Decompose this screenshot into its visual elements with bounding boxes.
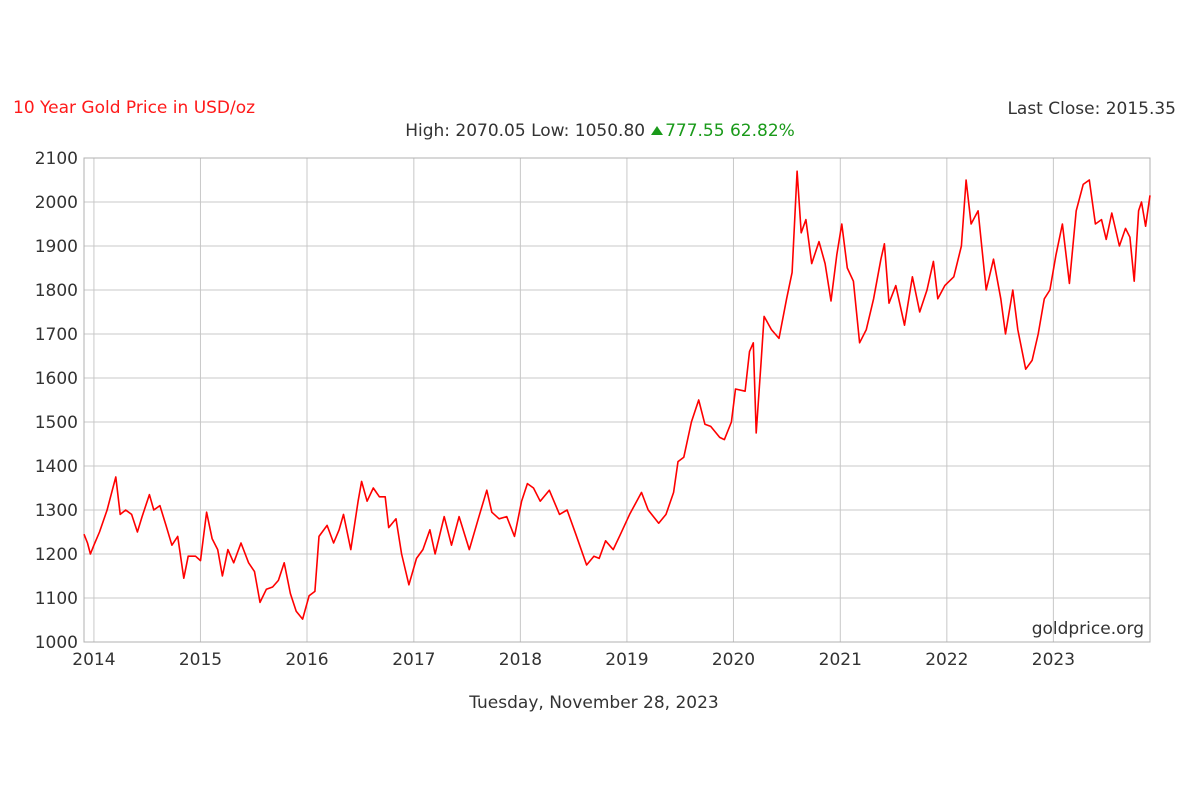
y-tick-label: 1000: [35, 633, 78, 653]
x-tick-label: 2019: [605, 650, 648, 670]
x-tick-label: 2018: [499, 650, 542, 670]
x-tick-label: 2022: [925, 650, 968, 670]
x-tick-label: 2015: [179, 650, 222, 670]
x-tick-label: 2014: [72, 650, 115, 670]
plot-frame: [83, 157, 1151, 643]
y-tick-label: 1800: [35, 281, 78, 301]
y-tick-label: 1900: [35, 237, 78, 257]
x-tick-label: 2017: [392, 650, 435, 670]
x-tick-label: 2023: [1032, 650, 1075, 670]
change-text: 777.55 62.82%: [665, 121, 795, 141]
y-tick-label: 1700: [35, 325, 78, 345]
x-tick-label: 2016: [285, 650, 328, 670]
y-tick-label: 1500: [35, 413, 78, 433]
gold-price-line: [83, 170, 1151, 620]
goldprice-watermark: goldprice.org: [1032, 619, 1144, 639]
y-tick-label: 1100: [35, 589, 78, 609]
y-tick-label: 1300: [35, 501, 78, 521]
x-tick-label: 2021: [819, 650, 862, 670]
y-tick-label: 1400: [35, 457, 78, 477]
chart-date: Tuesday, November 28, 2023: [469, 693, 719, 713]
y-tick-label: 1200: [35, 545, 78, 565]
up-arrow-icon: [651, 126, 664, 135]
y-tick-label: 2000: [35, 193, 78, 213]
chart-title: 10 Year Gold Price in USD/oz: [13, 98, 256, 118]
high-low-text: High: 2070.05 Low: 1050.80: [405, 121, 646, 141]
y-tick-label: 2100: [35, 149, 78, 169]
x-tick-label: 2020: [712, 650, 755, 670]
last-close-value: Last Close: 2015.35: [1007, 99, 1176, 119]
y-tick-label: 1600: [35, 369, 78, 389]
high-low-change-summary: High: 2070.05 Low: 1050.80 777.55 62.82%: [0, 121, 1200, 141]
